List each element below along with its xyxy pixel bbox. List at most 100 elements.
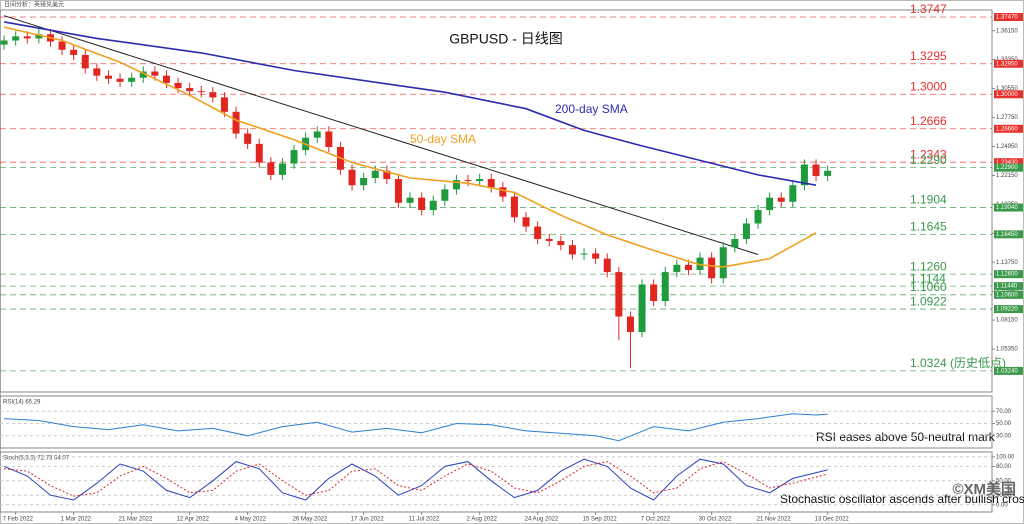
y-tick-label: 80.00	[996, 464, 1012, 470]
candle-body	[719, 247, 727, 279]
level-label: 1.1645	[910, 220, 947, 234]
candle-body	[708, 257, 716, 279]
candle-body	[742, 223, 750, 239]
x-tick-label: 11 Jul 2022	[409, 517, 440, 523]
candle-body	[487, 179, 495, 188]
x-tick-label: 21 Mar 2022	[119, 517, 153, 523]
candle-body	[499, 187, 507, 197]
candle-body	[812, 164, 820, 176]
y-tick-label: 1.22150	[996, 173, 1018, 179]
header: 日间分析：英镑兑美元	[4, 1, 64, 9]
candle-body	[754, 210, 762, 224]
candle-body	[128, 77, 136, 82]
trendline	[3, 15, 759, 255]
level-label: 1.3000	[910, 79, 947, 93]
level-axis-box	[994, 124, 1023, 133]
candle-body	[162, 75, 170, 83]
y-tick-label: 70.00	[996, 409, 1012, 415]
level-axis-box	[994, 13, 1023, 22]
x-tick-label: 13 Dec 2022	[815, 517, 850, 523]
rsi-annotation: RSI eases above 50-neutral mark	[816, 430, 996, 444]
candle-body	[371, 170, 379, 178]
candle-body	[267, 162, 275, 175]
candle-body	[534, 226, 542, 239]
level-label: 1.2666	[910, 114, 947, 128]
rsi-panel	[0, 395, 993, 449]
level-axis-label: 1.11440	[996, 284, 1018, 290]
level-label: 1.1060	[910, 280, 947, 294]
candle-body	[35, 34, 43, 39]
candle-body	[441, 189, 449, 201]
level-axis-label: 1.32950	[996, 61, 1018, 67]
y-tick-label: 1.30550	[996, 86, 1018, 92]
level-axis-label: 1.26660	[996, 126, 1018, 132]
level-axis-box	[994, 163, 1023, 172]
series-label: 200-day SMA	[555, 102, 628, 116]
candle-body	[174, 82, 182, 89]
candle-body	[209, 92, 217, 98]
candle-body	[777, 197, 785, 202]
level-axis-box	[994, 305, 1023, 314]
candle-body	[557, 241, 565, 246]
x-tick-label: 7 Oct 2022	[641, 517, 671, 523]
candle-body	[476, 179, 484, 182]
candle-body	[244, 133, 252, 144]
candle-body	[406, 197, 414, 203]
level-label: 1.0922	[910, 294, 947, 308]
candle-body	[0, 40, 8, 45]
candle-body	[580, 253, 588, 255]
level-axis-label: 1.10600	[996, 292, 1018, 298]
level-axis-box	[994, 203, 1023, 212]
level-axis-box	[994, 270, 1023, 279]
chart-title: GBPUSD - 日线图	[449, 31, 563, 47]
candle-body	[418, 197, 426, 211]
level-axis-box	[994, 59, 1023, 68]
level-axis-label: 1.09220	[996, 307, 1018, 313]
y-tick-label: 50.00	[996, 478, 1012, 484]
candle-body	[348, 169, 356, 186]
level-axis-box	[994, 290, 1023, 299]
candle-body	[325, 131, 333, 147]
level-axis-box	[994, 90, 1023, 99]
candle-body	[116, 78, 124, 82]
level-axis-box	[994, 158, 1023, 167]
rsi-title: RSI(14) 65.29	[3, 400, 41, 406]
y-tick-label: 1.08150	[996, 318, 1018, 324]
level-label: 1.2290	[910, 153, 947, 167]
level-axis-label: 1.30000	[996, 92, 1018, 98]
y-tick-label: 20.00	[996, 493, 1012, 499]
candle-body	[139, 71, 147, 78]
candle-body	[800, 164, 808, 186]
y-tick-label: 1.36150	[996, 28, 1018, 34]
y-tick-label: 100.00	[996, 454, 1015, 460]
candle-body	[684, 264, 692, 271]
candle-body	[197, 91, 205, 93]
y-tick-label: 1.24950	[996, 144, 1018, 150]
level-axis-label: 1.16450	[996, 232, 1018, 238]
indicator-line	[4, 413, 828, 442]
y-tick-label: 1.05350	[996, 347, 1018, 353]
indicator-line	[3, 458, 828, 501]
x-tick-label: 30 Oct 2022	[699, 517, 732, 523]
candle-body	[151, 71, 159, 76]
y-tick-label: 30.00	[996, 433, 1012, 439]
candle-body	[673, 264, 681, 273]
level-label: 1.0324 (历史低点)	[910, 356, 1006, 370]
candle-body	[383, 170, 391, 180]
level-axis-label: 1.37470	[996, 15, 1018, 21]
candle-body	[789, 185, 797, 202]
candle-body	[452, 180, 460, 190]
candle-body	[93, 68, 101, 76]
candle-body	[429, 200, 437, 211]
logo: ©XM美国	[952, 480, 1016, 498]
x-tick-label: 1 Mar 2022	[61, 517, 92, 523]
candle-body	[70, 49, 78, 55]
level-axis-box	[994, 230, 1023, 239]
candle-body	[186, 88, 194, 92]
candle-body	[104, 75, 112, 79]
candle-body	[545, 238, 553, 242]
x-tick-label: 26 May 2022	[293, 517, 328, 523]
x-tick-label: 2 Aug 2022	[467, 517, 498, 523]
x-tick-label: 4 May 2022	[235, 517, 267, 523]
